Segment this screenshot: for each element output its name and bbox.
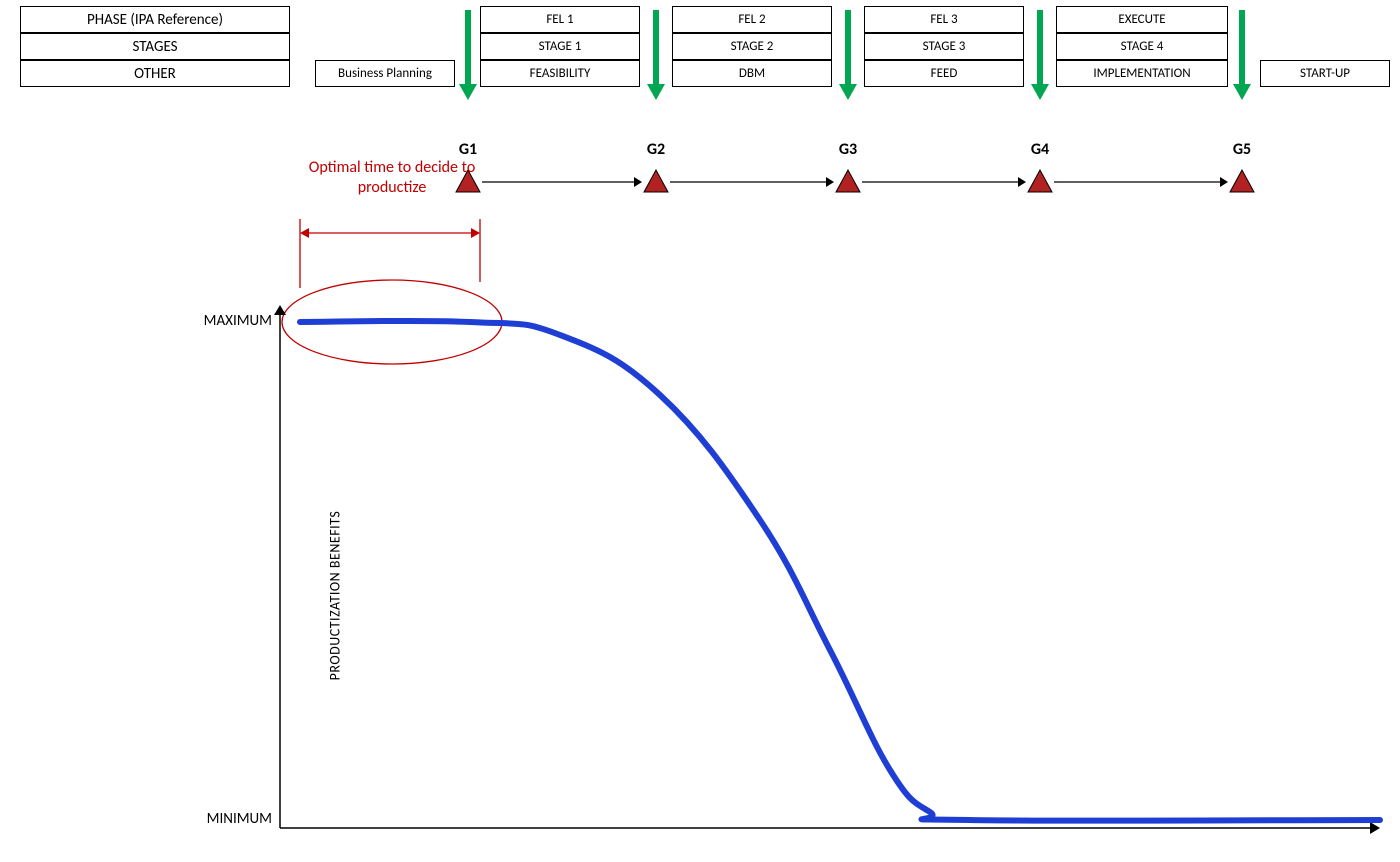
gate-triangle-2 — [836, 170, 860, 192]
svg-layer — [0, 0, 1400, 862]
gate-label-0: G1 — [459, 140, 477, 159]
gate-label-2: G3 — [839, 140, 857, 159]
gate-label-4: G5 — [1233, 140, 1251, 159]
benefit-curve — [300, 321, 1380, 821]
gate-triangle-1 — [644, 170, 668, 192]
max-label: MAXIMUM — [204, 312, 272, 330]
gate-label-1: G2 — [647, 140, 665, 159]
gate-triangle-3 — [1028, 170, 1052, 192]
gate-triangle-4 — [1230, 170, 1254, 192]
min-label: MINIMUM — [207, 810, 272, 828]
y-axis-title: PRODUCTIZATION BENEFITS — [326, 510, 343, 680]
optimal-time-label: Optimal time to decide to productize — [302, 158, 482, 198]
diagram-root: PHASE (IPA Reference)STAGESOTHERBusiness… — [0, 0, 1400, 862]
gate-label-3: G4 — [1031, 140, 1049, 159]
